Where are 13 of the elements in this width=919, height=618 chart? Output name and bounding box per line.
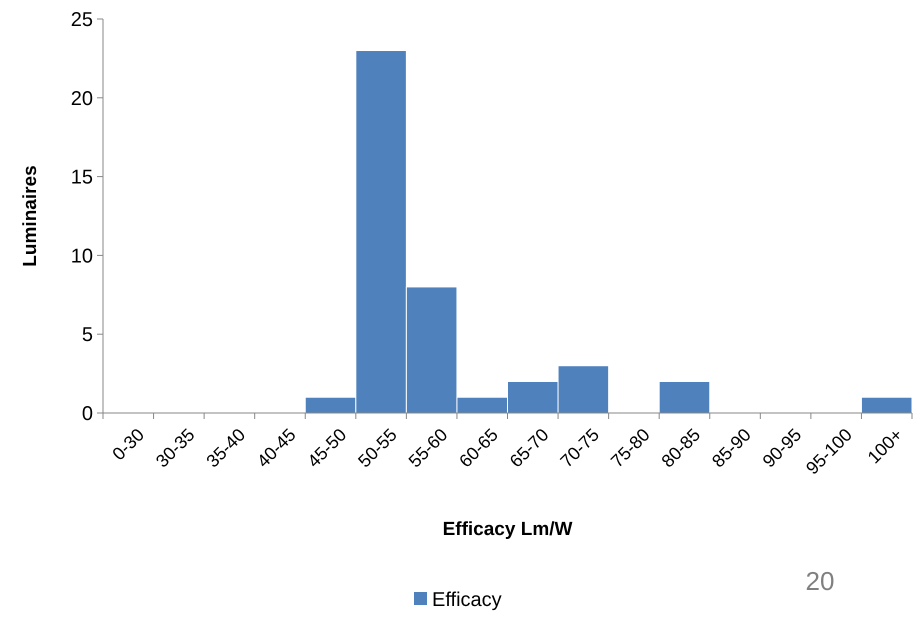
text: 20 (806, 566, 834, 596)
x-tick-label: 0-30 (108, 424, 148, 464)
y-tick-label: 10 (70, 245, 93, 268)
y-tick-label: 0 (82, 403, 93, 425)
y-tick-label: 20 (70, 88, 93, 110)
bar (860, 396, 912, 414)
y-tick-label: 15 (70, 166, 93, 189)
x-axis-title: Efficacy Lm/W (442, 519, 572, 540)
y-tick-label: 25 (70, 9, 93, 31)
y-axis-title: Luminaires (20, 165, 41, 267)
legend-label: Efficacy (432, 589, 502, 611)
bar (658, 380, 710, 414)
y-tick-label: 5 (82, 324, 93, 346)
